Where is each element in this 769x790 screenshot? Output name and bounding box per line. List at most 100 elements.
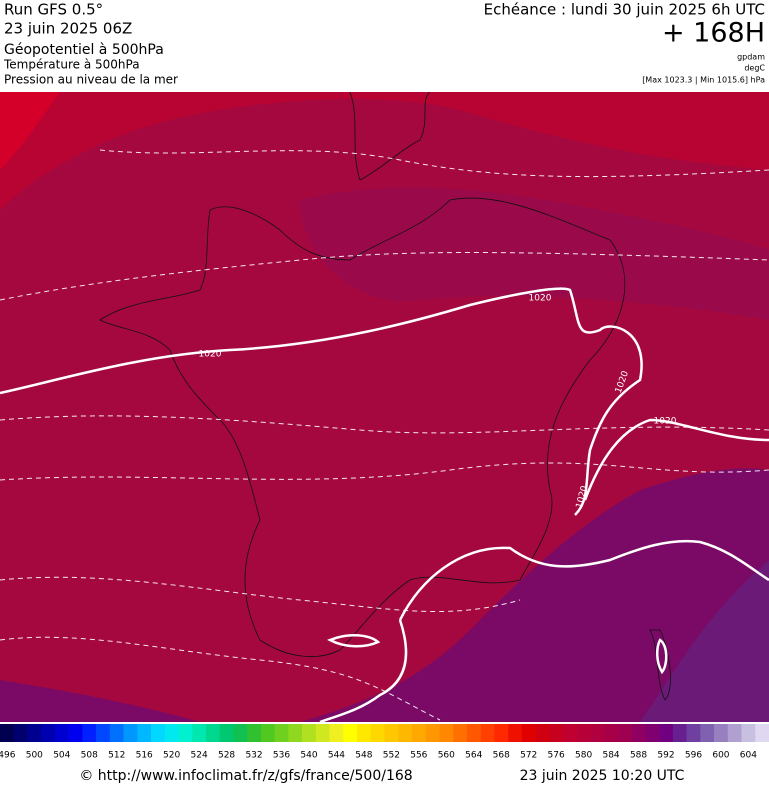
unit: degC — [744, 64, 765, 73]
color-scale: 496 500 504 508 512 516 520 524 528 532 536 540 544 5… — [0, 724, 769, 761]
scale-swatch — [164, 724, 179, 742]
scale-swatch — [686, 724, 701, 742]
scale-label: 552 — [383, 751, 400, 761]
scale-label: 508 — [81, 751, 98, 761]
run-date: 23 juin 2025 06Z — [4, 20, 132, 38]
scale-swatch — [288, 724, 303, 742]
scale-label: 592 — [657, 751, 674, 761]
scale-label: 596 — [685, 751, 702, 761]
scale-swatch — [192, 724, 207, 742]
scale-label: 580 — [575, 751, 592, 761]
scale-swatch — [672, 724, 687, 742]
isobar-label: 1020 — [199, 350, 222, 360]
field: Température à 500hPa — [3, 58, 140, 72]
scale-swatch — [398, 724, 413, 742]
scale-label: 536 — [273, 751, 290, 761]
scale-swatch — [27, 724, 42, 742]
generated-date: 23 juin 2025 10:20 UTC — [520, 768, 685, 784]
scale-label: 568 — [493, 751, 510, 761]
pressure-range: [Max 1023.3 | Min 1015.6] hPa — [642, 76, 765, 85]
scale-label: 604 — [740, 751, 757, 761]
scale-swatch — [151, 724, 166, 742]
scale-swatch — [659, 724, 674, 742]
scale-swatch — [576, 724, 591, 742]
field: Pression au niveau de la mer — [4, 73, 178, 87]
scale-swatch — [219, 724, 234, 742]
scale-label: 528 — [218, 751, 235, 761]
scale-swatch — [727, 724, 742, 742]
scale-label: 520 — [163, 751, 180, 761]
map: 1020 1020 1020 1020 1020 — [0, 92, 769, 722]
scale-swatch — [123, 724, 138, 742]
scale-swatch — [714, 724, 729, 742]
scale-swatch — [384, 724, 399, 742]
scale-swatch — [68, 724, 83, 742]
lead-time: + 168H — [662, 18, 765, 49]
valid-time: Echéance : lundi 30 juin 2025 6h UTC — [484, 1, 765, 19]
scale-swatch — [535, 724, 550, 742]
scale-label: 572 — [520, 751, 537, 761]
scale-swatch — [521, 724, 536, 742]
scale-swatch — [590, 724, 605, 742]
scale-swatch — [274, 724, 289, 742]
scale-swatch — [563, 724, 578, 742]
source-url: © http://www.infoclimat.fr/z/gfs/france/… — [79, 768, 412, 784]
isobar-label: 1020 — [529, 294, 552, 304]
scale-swatch — [741, 724, 756, 742]
scale-swatch — [205, 724, 221, 742]
scale-swatch — [411, 724, 426, 742]
scale-swatch — [54, 724, 69, 742]
scale-label: 544 — [328, 751, 345, 761]
scale-swatch — [178, 724, 193, 742]
scale-label: 540 — [300, 751, 317, 761]
scale-swatch — [302, 724, 317, 742]
scale-label: 500 — [26, 751, 43, 761]
scale-label: 564 — [465, 751, 482, 761]
scale-swatch — [13, 724, 28, 742]
scale-swatch — [233, 724, 248, 742]
scale-swatch — [0, 724, 15, 742]
scale-label: 516 — [136, 751, 153, 761]
scale-swatch — [357, 724, 372, 742]
scale-swatch — [96, 724, 111, 742]
scale-swatch — [631, 724, 646, 742]
run: Run GFS 0.5° — [4, 1, 103, 19]
field: Géopotentiel à 500hPa — [4, 42, 164, 58]
scale-swatch — [466, 724, 481, 742]
scale-swatch — [549, 724, 564, 742]
scale-swatch — [82, 724, 97, 742]
unit: gpdam — [737, 53, 765, 62]
scale-swatch — [439, 724, 454, 742]
scale-swatch — [645, 724, 660, 742]
scale-label: 504 — [53, 751, 70, 761]
scale-label: 560 — [438, 751, 455, 761]
scale-swatch — [260, 724, 275, 742]
scale-swatch — [453, 724, 468, 742]
scale-label: 532 — [245, 751, 262, 761]
scale-label: 576 — [548, 751, 565, 761]
scale-label: 512 — [108, 751, 125, 761]
scale-swatch — [247, 724, 262, 742]
scale-label: 588 — [630, 751, 647, 761]
scale-swatch — [315, 724, 330, 742]
scale-swatch — [329, 724, 344, 742]
scale-label: 548 — [355, 751, 372, 761]
isobar-label: 1020 — [654, 417, 677, 427]
scale-label: 600 — [712, 751, 729, 761]
scale-swatch — [343, 724, 358, 742]
scale-swatch — [425, 724, 440, 742]
scale-swatch — [41, 724, 56, 742]
scale-label: 524 — [191, 751, 208, 761]
scale-swatch — [137, 724, 152, 742]
scale-swatch — [508, 724, 523, 742]
scale-swatch — [494, 724, 509, 742]
scale-swatch — [370, 724, 385, 742]
scale-swatch — [604, 724, 619, 742]
scale-label: 556 — [410, 751, 427, 761]
scale-swatch — [617, 724, 632, 742]
scale-swatch — [700, 724, 715, 742]
scale-swatch — [480, 724, 495, 742]
scale-label: 584 — [602, 751, 619, 761]
scale-swatch — [109, 724, 124, 742]
